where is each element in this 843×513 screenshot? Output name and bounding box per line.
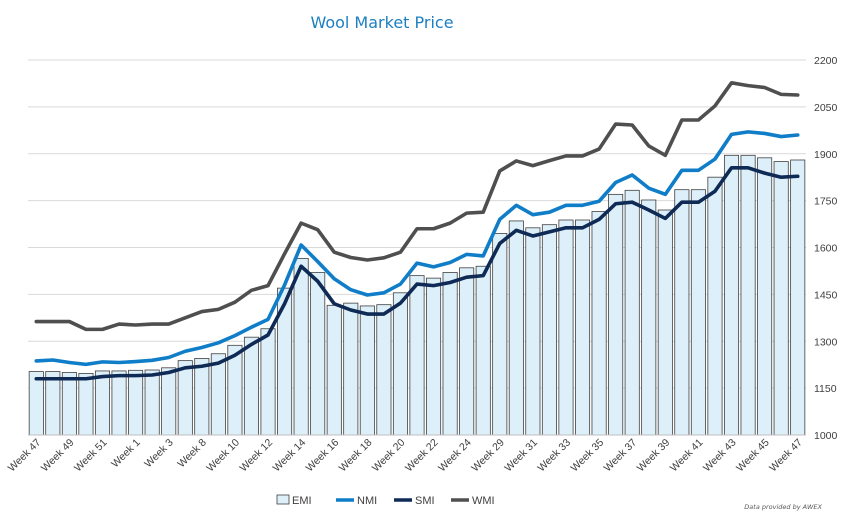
emi-bar (575, 219, 591, 436)
emi-bar (674, 189, 690, 436)
emi-bar (624, 189, 640, 436)
emi-bar (558, 219, 574, 436)
x-tick-label: Week 43 (701, 437, 739, 475)
x-tick-label: Week 37 (602, 437, 640, 475)
emi-bar (144, 369, 160, 436)
emi-bar (442, 272, 458, 436)
emi-bar (326, 304, 342, 436)
x-tick-label: Week 20 (370, 437, 408, 475)
emi-bar (459, 267, 475, 436)
y-tick-label: 2200 (814, 55, 838, 67)
y-tick-label: 1600 (814, 243, 838, 255)
emi-bar (608, 193, 624, 436)
emi-bar (310, 272, 326, 436)
emi-bar (475, 265, 491, 436)
x-tick-label: Week 31 (502, 437, 540, 475)
emi-bar (757, 157, 773, 436)
legend-label-nmi: NMI (357, 495, 377, 507)
x-tick-label: Week 35 (569, 437, 607, 475)
legend-swatch-emi (276, 494, 290, 505)
emi-bar (61, 372, 77, 436)
x-tick-label: Week 47 (767, 437, 805, 475)
x-tick-label: Week 41 (668, 437, 706, 475)
emi-bar (161, 367, 177, 436)
x-tick-label: Week 51 (72, 437, 110, 475)
emi-bar (359, 305, 375, 436)
emi-bar (409, 275, 425, 436)
emi-bar (525, 227, 541, 436)
y-tick-label: 1300 (814, 336, 838, 348)
x-tick-label: Week 47 (6, 437, 44, 475)
x-tick-label: Week 1 (109, 437, 143, 471)
x-tick-label: Week 29 (469, 437, 507, 475)
legend-label-smi: SMI (415, 495, 435, 507)
emi-bar (657, 209, 673, 436)
chart-title: Wool Market Price (310, 13, 453, 32)
emi-bar (28, 371, 44, 436)
x-tick-label: Week 10 (204, 437, 242, 475)
x-tick-label: Week 14 (271, 437, 309, 475)
legend: EMI NMI SMI WMI (276, 494, 495, 507)
x-tick-label: Week 49 (39, 437, 77, 475)
legend-label-emi: EMI (292, 495, 312, 507)
emi-bar (392, 292, 408, 436)
emi-bar (740, 154, 756, 436)
emi-bar (343, 302, 359, 436)
emi-bar (707, 176, 723, 436)
y-tick-label: 1000 (814, 430, 838, 442)
x-tick-label: Week 16 (304, 437, 342, 475)
y-axis-tick-labels: 1000 1150 1300 1450 1600 1750 1900 2050 2200 (814, 55, 838, 442)
emi-bar (508, 220, 524, 436)
emi-bar (541, 224, 557, 436)
smi-line (34, 166, 800, 381)
emi-bar (591, 211, 607, 436)
emi-bar (641, 199, 657, 436)
y-tick-label: 1900 (814, 149, 838, 161)
emi-bar (426, 277, 442, 436)
emi-bar (773, 161, 789, 436)
data-credit: Data provided by AWEX (744, 503, 822, 511)
nmi-line (34, 130, 800, 367)
y-tick-label: 1150 (814, 383, 837, 395)
emi-bar (94, 370, 111, 436)
emi-bar (690, 189, 706, 436)
emi-bar (492, 233, 508, 436)
emi-bar (45, 371, 61, 436)
y-tick-label: 1750 (814, 196, 838, 208)
emi-bar (723, 154, 740, 436)
emi-bars (28, 154, 806, 436)
emi-bar (790, 159, 806, 436)
y-tick-label: 1450 (814, 289, 838, 301)
emi-bar (376, 304, 392, 436)
emi-bar (194, 358, 210, 436)
emi-bar (210, 353, 226, 436)
x-tick-label: Week 18 (337, 437, 375, 475)
x-tick-label: Week 45 (734, 437, 772, 475)
wmi-line (34, 81, 800, 332)
emi-bar (293, 258, 309, 436)
legend-label-wmi: WMI (472, 495, 495, 507)
emi-bar (260, 328, 276, 436)
emi-bar (243, 336, 259, 436)
x-tick-label: Week 24 (436, 437, 474, 475)
y-tick-label: 2050 (814, 102, 838, 114)
x-tick-label: Week 12 (237, 437, 275, 475)
emi-bar (78, 373, 94, 436)
x-tick-label: Week 3 (142, 437, 176, 471)
x-tick-label: Week 33 (535, 437, 573, 475)
x-tick-label: Week 22 (403, 437, 441, 475)
emi-bar (177, 360, 193, 436)
x-tick-label: Week 39 (635, 437, 673, 475)
series-lines (34, 81, 800, 381)
emi-bar (111, 370, 127, 436)
emi-bar (128, 369, 144, 436)
